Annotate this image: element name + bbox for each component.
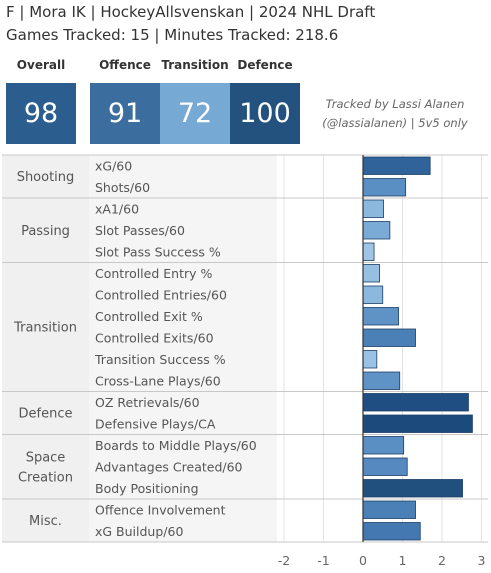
bar bbox=[362, 393, 469, 412]
transition-label: Transition bbox=[161, 58, 229, 72]
metric-cell bbox=[89, 155, 277, 198]
metric-label: Offence Involvement bbox=[95, 502, 226, 517]
offence-score: 91 bbox=[90, 83, 160, 144]
bar bbox=[362, 199, 384, 218]
metric-cell bbox=[89, 391, 277, 435]
bar bbox=[362, 285, 384, 304]
transition-score: 72 bbox=[160, 83, 230, 144]
x-tick-label: -2 bbox=[278, 553, 290, 568]
metric-label: Transition Success % bbox=[94, 352, 226, 367]
bar bbox=[362, 328, 416, 347]
bar bbox=[362, 221, 391, 240]
bar bbox=[362, 242, 375, 261]
offence-label: Offence bbox=[99, 58, 151, 72]
page-title: F | Mora IK | HockeyAllsvenskan | 2024 N… bbox=[6, 3, 376, 21]
metric-cell bbox=[89, 262, 277, 392]
metric-label: Controlled Entries/60 bbox=[95, 287, 227, 302]
bar bbox=[362, 371, 401, 390]
group-cell bbox=[2, 391, 89, 435]
bar bbox=[362, 350, 378, 369]
metric-label: xA1/60 bbox=[95, 201, 139, 216]
bar bbox=[362, 307, 399, 326]
metric-label: Controlled Exits/60 bbox=[95, 330, 214, 345]
group-label: Transition bbox=[13, 321, 77, 336]
metric-label: Slot Pass Success % bbox=[95, 244, 221, 259]
group-cell bbox=[2, 434, 89, 499]
bar bbox=[362, 436, 405, 455]
metric-label: Cross-Lane Plays/60 bbox=[95, 373, 221, 388]
group-label: Defence bbox=[19, 407, 73, 422]
x-tick-label: 1 bbox=[399, 553, 407, 568]
defence-label: Defence bbox=[237, 58, 293, 72]
metric-label: Body Positioning bbox=[95, 481, 199, 496]
group-cell bbox=[2, 262, 89, 392]
metric-label: Shots/60 bbox=[95, 180, 150, 195]
bar bbox=[362, 178, 407, 197]
metric-label: Defensive Plays/CA bbox=[95, 416, 216, 431]
metric-cell bbox=[89, 434, 277, 499]
metric-label: Controlled Exit % bbox=[95, 309, 203, 324]
metric-cell bbox=[89, 499, 277, 542]
metric-label: xG/60 bbox=[95, 158, 132, 173]
x-tick-label: 3 bbox=[478, 553, 486, 568]
metric-label: OZ Retrievals/60 bbox=[95, 395, 200, 410]
metric-cell bbox=[89, 198, 277, 263]
metric-label: Advantages Created/60 bbox=[95, 459, 243, 474]
metric-label: Controlled Entry % bbox=[95, 266, 212, 281]
bar bbox=[362, 479, 463, 498]
credit-line-2: (@lassialanen) | 5v5 only bbox=[322, 116, 468, 130]
page-subtitle: Games Tracked: 15 | Minutes Tracked: 218… bbox=[6, 26, 339, 44]
group-cell bbox=[2, 198, 89, 263]
metric-label: xG Buildup/60 bbox=[95, 524, 183, 539]
bar bbox=[362, 264, 380, 283]
group-label: Misc. bbox=[29, 514, 62, 529]
metric-label: Boards to Middle Plays/60 bbox=[95, 438, 257, 453]
metric-label: Slot Passes/60 bbox=[95, 223, 185, 238]
bar bbox=[362, 500, 416, 519]
x-tick-label: 2 bbox=[438, 553, 446, 568]
overall-label: Overall bbox=[16, 58, 66, 72]
x-tick-label: -1 bbox=[317, 553, 329, 568]
bar bbox=[362, 414, 473, 433]
overall-score: 98 bbox=[6, 83, 76, 144]
credit-line-1: Tracked by Lassi Alanen bbox=[325, 97, 465, 111]
group-cell bbox=[2, 499, 89, 542]
group-label: Passing bbox=[21, 224, 70, 239]
defence-score: 100 bbox=[230, 83, 300, 144]
bar bbox=[362, 522, 421, 541]
x-tick-label: 0 bbox=[359, 553, 367, 568]
group-cell bbox=[2, 155, 89, 198]
group-label: Shooting bbox=[17, 170, 75, 185]
group-label: Space Creation bbox=[18, 450, 73, 485]
bar bbox=[362, 156, 431, 175]
bar bbox=[362, 457, 408, 476]
credit-note: Tracked by Lassi Alanen (@lassialanen) |… bbox=[310, 95, 480, 133]
